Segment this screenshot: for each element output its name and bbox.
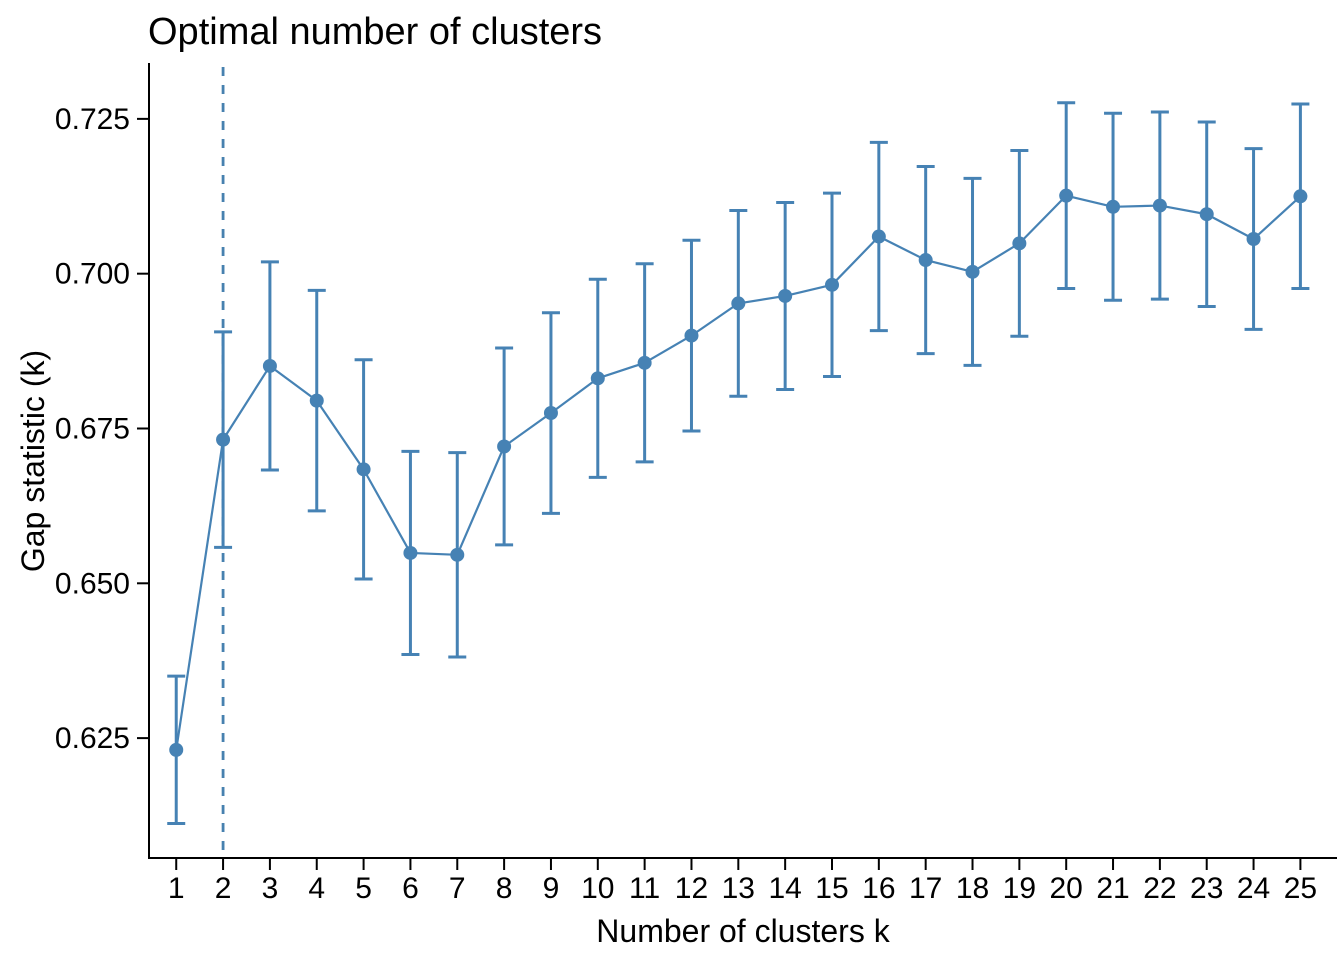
y-tick-label: 0.650 xyxy=(55,567,130,600)
data-point xyxy=(871,229,886,244)
data-point xyxy=(216,432,231,447)
x-tick-label: 12 xyxy=(675,872,708,905)
x-tick-label: 19 xyxy=(1003,872,1036,905)
x-tick-label: 6 xyxy=(402,872,419,905)
y-tick-label: 0.700 xyxy=(55,258,130,291)
data-point xyxy=(824,277,839,292)
x-tick-label: 23 xyxy=(1190,872,1223,905)
data-point xyxy=(778,288,793,303)
data-point xyxy=(1012,236,1027,251)
y-tick-label: 0.625 xyxy=(55,722,130,755)
y-tick-label: 0.725 xyxy=(55,103,130,136)
data-point xyxy=(450,547,465,562)
x-tick-label: 10 xyxy=(581,872,614,905)
x-tick-label: 22 xyxy=(1143,872,1176,905)
axes xyxy=(148,63,1337,859)
data-point xyxy=(543,406,558,421)
data-point xyxy=(1152,198,1167,213)
data-point xyxy=(1106,199,1121,214)
data-point xyxy=(590,371,605,386)
data-point xyxy=(731,296,746,311)
x-tick-label: 25 xyxy=(1284,872,1317,905)
x-tick-label: 11 xyxy=(629,872,660,905)
y-tick-label: 0.675 xyxy=(55,412,130,445)
x-tick-label: 14 xyxy=(768,872,801,905)
x-tick-label: 18 xyxy=(956,872,989,905)
data-point xyxy=(965,264,980,279)
x-tick-label: 16 xyxy=(862,872,895,905)
x-tick-label: 15 xyxy=(815,872,848,905)
data-point xyxy=(262,358,277,373)
x-tick-label: 21 xyxy=(1096,872,1129,905)
chart-title: Optimal number of clusters xyxy=(148,11,602,53)
y-axis-label: Gap statistic (k) xyxy=(15,350,51,572)
x-tick-label: 8 xyxy=(496,872,513,905)
x-tick-label: 24 xyxy=(1237,872,1270,905)
data-point xyxy=(1199,207,1214,222)
x-axis-label: Number of clusters k xyxy=(596,913,890,949)
data-points xyxy=(169,188,1308,757)
data-point xyxy=(1059,188,1074,203)
data-point xyxy=(918,253,933,268)
x-tick-label: 5 xyxy=(355,872,372,905)
x-tick-label: 4 xyxy=(308,872,325,905)
data-point xyxy=(497,439,512,454)
x-tick-label: 2 xyxy=(215,872,232,905)
data-point xyxy=(1246,232,1261,247)
data-point xyxy=(356,462,371,477)
x-tick-label: 20 xyxy=(1050,872,1083,905)
y-axis-ticks: 0.625 0.650 0.675 0.700 0.725 xyxy=(55,103,149,755)
data-point xyxy=(169,742,184,757)
x-tick-label: 13 xyxy=(722,872,755,905)
data-point xyxy=(637,355,652,370)
data-point xyxy=(684,328,699,343)
error-bars xyxy=(167,101,1310,826)
x-tick-label: 17 xyxy=(909,872,942,905)
data-point xyxy=(309,393,324,408)
data-point xyxy=(403,545,418,560)
x-tick-label: 9 xyxy=(543,872,560,905)
data-point xyxy=(1293,189,1308,204)
x-tick-label: 3 xyxy=(262,872,279,905)
x-tick-label: 7 xyxy=(449,872,466,905)
x-tick-label: 1 xyxy=(168,872,185,905)
x-axis-ticks: 1 2 3 4 5 6 7 8 9 10 11 12 13 14 15 16 17 18 19 20 21 22 23 24 2… xyxy=(168,858,1317,905)
